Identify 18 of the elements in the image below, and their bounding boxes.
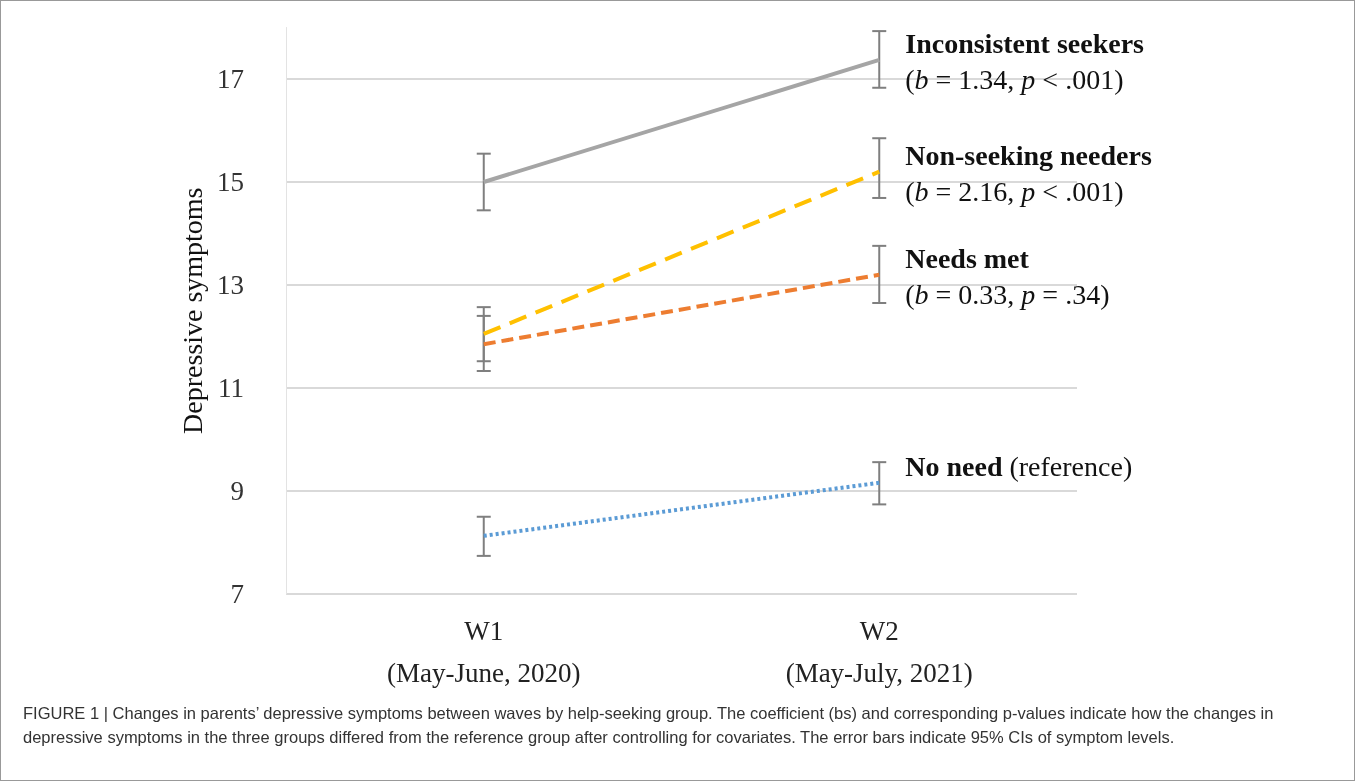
y-tick-label: 13 [217, 270, 244, 300]
annotation: (b = 1.34, p < .001) [905, 64, 1124, 96]
series-label: Inconsistent seekers [905, 28, 1145, 60]
series-label: No need [905, 451, 1003, 483]
series-label: Non-seeking needers [905, 140, 1152, 172]
y-axis-title: Depressive symptoms [176, 187, 208, 435]
annotation: (b = 0.33, p = .34) [905, 279, 1110, 311]
y-tick-label: 11 [218, 373, 244, 403]
caption: FIGURE 1 | Changes in parents’ depressive symptoms between waves by help-seeking group. The coefficient (bs) and corresponding p-values indicate how the changes in depressive symptoms in the three groups differed from the reference group after controlling for covariates. The error bars indicate 95% CIs of symptom levels. [23, 703, 1275, 748]
x-tick-label: W1 (May-June, 2020) [387, 616, 581, 688]
x-tick-label: W2 (May-July, 2021) [785, 616, 973, 688]
y-tick-label: 15 [217, 167, 244, 197]
y-tick-label: 9 [230, 476, 244, 506]
y-tick-label: 7 [230, 579, 244, 609]
y-tick-label: 17 [217, 64, 244, 94]
annotation: (reference) [1009, 451, 1133, 483]
annotation: (b = 2.16, p < .001) [905, 176, 1124, 208]
series-label: Needs met [905, 243, 1030, 275]
